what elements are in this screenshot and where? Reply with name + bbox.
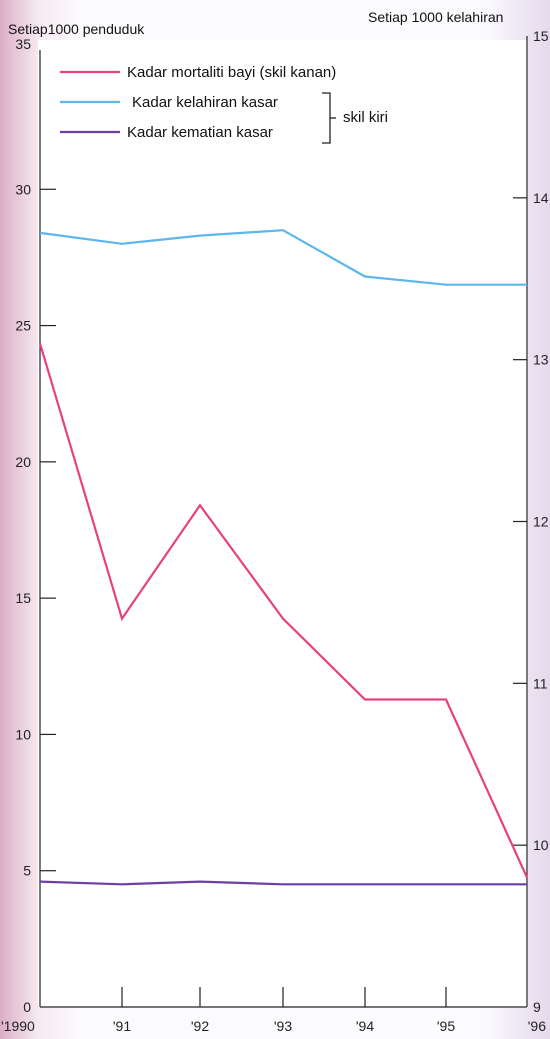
right-tick-label: 14: [533, 190, 549, 206]
plot-area: [38, 40, 528, 1008]
legend-label: Kadar kematian kasar: [127, 124, 273, 141]
series-lines: [38, 229, 529, 886]
right-tick-label: 12: [533, 514, 549, 530]
x-tick-label: '95: [437, 1018, 455, 1034]
series-line-crude-death-rate: [39, 880, 527, 886]
left-axis-title: Setiap1000 penduduk: [8, 21, 145, 37]
series-line-infant-mortality: [38, 343, 529, 878]
left-tick-label: 10: [15, 726, 31, 742]
right-tick-label: 9: [533, 999, 541, 1015]
series-line-crude-birth-rate: [39, 229, 527, 286]
right-tick-label: 15: [533, 28, 549, 44]
x-tick-label: '96: [528, 1018, 546, 1034]
x-tick-label: '93: [274, 1018, 292, 1034]
right-axis-title: Setiap 1000 kelahiran: [368, 9, 503, 25]
legend-label: Kadar mortaliti bayi (skil kanan): [127, 64, 336, 81]
left-tick-label: 15: [15, 590, 31, 606]
legend: Kadar mortaliti bayi (skil kanan) Kadar k…: [60, 64, 388, 144]
right-tick-label: 11: [533, 675, 548, 691]
right-tick-label: 13: [533, 352, 549, 368]
right-tick-label: 10: [533, 837, 549, 853]
legend-label: Kadar kelahiran kasar: [132, 94, 278, 111]
x-tick-label: '94: [356, 1018, 374, 1034]
x-tick-label: '91: [113, 1018, 131, 1034]
left-tick-label: 5: [23, 863, 31, 879]
left-tick-label: 0: [23, 999, 31, 1015]
x-tick-label: '1990: [1, 1018, 35, 1034]
ticks: 0 5 10 15 20 25 30 35 9 10 11 12 13 14 15 '1990 '91 '92 '9…: [1, 28, 549, 1034]
legend-bracket-label: skil kiri: [343, 109, 388, 126]
left-tick-label: 25: [15, 318, 31, 334]
left-tick-label: 35: [15, 36, 31, 52]
left-tick-label: 20: [15, 454, 31, 470]
left-tick-label: 30: [15, 181, 31, 197]
x-tick-label: '92: [191, 1018, 209, 1034]
